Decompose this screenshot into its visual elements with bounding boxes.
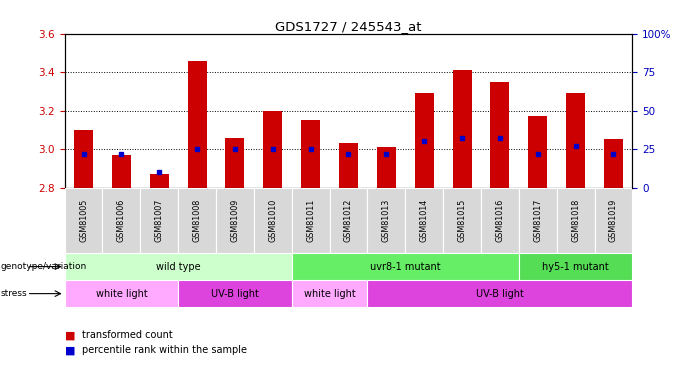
Bar <box>490 82 509 188</box>
Bar <box>519 253 632 280</box>
Bar <box>74 130 93 188</box>
Text: percentile rank within the sample: percentile rank within the sample <box>82 345 247 355</box>
Bar <box>103 188 140 253</box>
Text: genotype/variation: genotype/variation <box>1 262 87 271</box>
Bar <box>263 111 282 188</box>
Bar <box>112 155 131 188</box>
Text: GSM81016: GSM81016 <box>496 199 505 242</box>
Bar <box>566 93 585 188</box>
Text: GSM81018: GSM81018 <box>571 199 580 242</box>
Bar <box>415 93 434 188</box>
Bar <box>188 61 207 188</box>
Text: GSM81017: GSM81017 <box>533 199 542 242</box>
Bar <box>405 188 443 253</box>
Text: GSM81005: GSM81005 <box>79 199 88 242</box>
Bar <box>292 280 367 307</box>
Text: GSM81012: GSM81012 <box>344 199 353 242</box>
Bar <box>254 188 292 253</box>
Text: GSM81009: GSM81009 <box>231 199 239 242</box>
Bar <box>519 188 557 253</box>
Bar <box>594 188 632 253</box>
Text: hy5-1 mutant: hy5-1 mutant <box>542 262 609 272</box>
Text: GSM81015: GSM81015 <box>458 199 466 242</box>
Text: stress: stress <box>1 289 27 298</box>
Bar <box>528 116 547 188</box>
Text: GSM81013: GSM81013 <box>382 199 391 242</box>
Bar <box>481 188 519 253</box>
Text: GSM81006: GSM81006 <box>117 199 126 242</box>
Bar <box>216 188 254 253</box>
Text: uvr8-1 mutant: uvr8-1 mutant <box>370 262 441 272</box>
Bar <box>140 188 178 253</box>
Bar <box>65 280 178 307</box>
Text: GSM81007: GSM81007 <box>155 199 164 242</box>
Text: transformed count: transformed count <box>82 330 172 340</box>
Bar <box>150 174 169 188</box>
Text: UV-B light: UV-B light <box>211 289 259 298</box>
Text: ■: ■ <box>65 345 79 355</box>
Bar <box>292 188 330 253</box>
Bar <box>330 188 367 253</box>
Text: wild type: wild type <box>156 262 201 272</box>
Bar <box>367 188 405 253</box>
Text: white light: white light <box>95 289 148 298</box>
Bar <box>443 188 481 253</box>
Text: ■: ■ <box>65 330 79 340</box>
Text: GSM81014: GSM81014 <box>420 199 428 242</box>
Text: white light: white light <box>304 289 356 298</box>
Text: GSM81008: GSM81008 <box>192 199 201 242</box>
Title: GDS1727 / 245543_at: GDS1727 / 245543_at <box>275 20 422 33</box>
Bar <box>367 280 632 307</box>
Bar <box>226 138 244 188</box>
Bar <box>377 147 396 188</box>
Bar <box>178 280 292 307</box>
Text: GSM81019: GSM81019 <box>609 199 618 242</box>
Bar <box>339 143 358 188</box>
Bar <box>178 188 216 253</box>
Text: GSM81011: GSM81011 <box>306 199 315 242</box>
Bar <box>453 70 471 188</box>
Bar <box>292 253 519 280</box>
Text: UV-B light: UV-B light <box>476 289 524 298</box>
Bar <box>604 140 623 188</box>
Bar <box>557 188 594 253</box>
Bar <box>301 120 320 188</box>
Text: GSM81010: GSM81010 <box>269 199 277 242</box>
Bar <box>65 188 103 253</box>
Bar <box>65 253 292 280</box>
